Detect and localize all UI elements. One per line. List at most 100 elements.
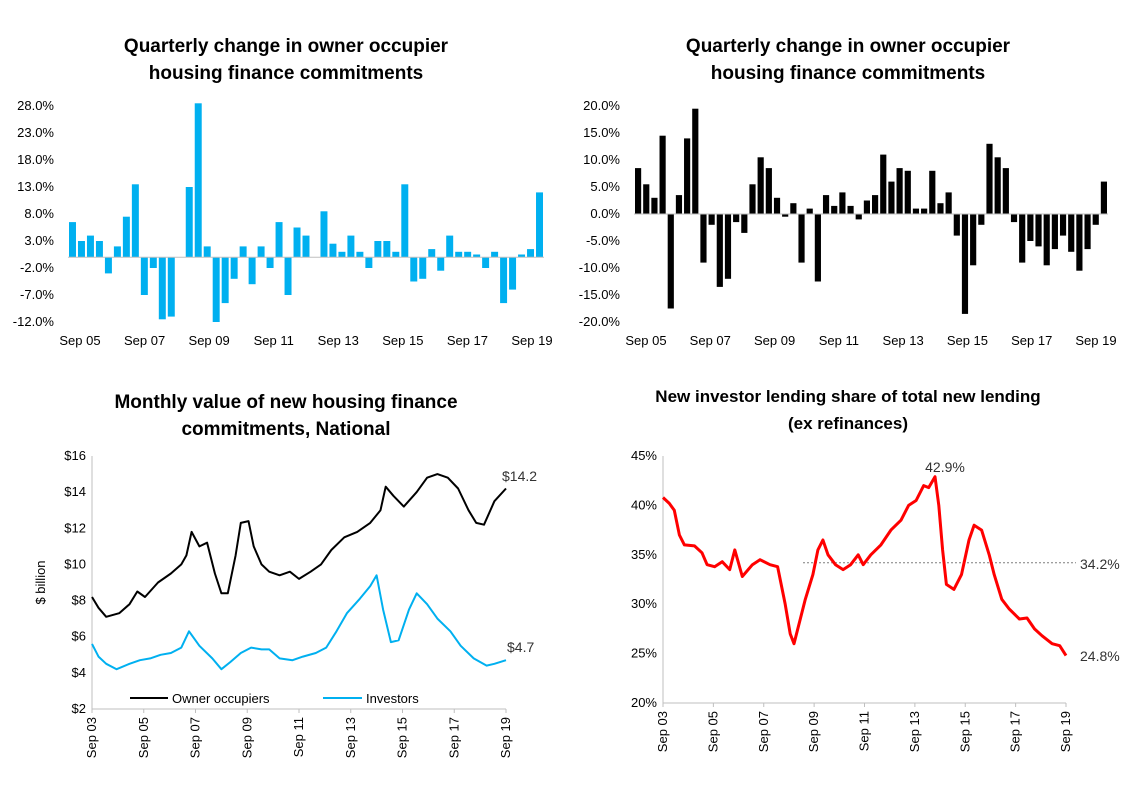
bar [798, 214, 805, 263]
y-tick-label: 3.0% [24, 233, 54, 248]
bar [872, 195, 879, 214]
bar [518, 254, 526, 258]
bar [880, 154, 887, 214]
x-tick-label: Sep 11 [291, 717, 306, 757]
series-line [661, 475, 1068, 657]
bar [1100, 181, 1107, 214]
x-tick-label: Sep 07 [124, 333, 165, 348]
bar [921, 208, 928, 214]
y-tick-label: 28.0% [17, 98, 54, 113]
y-tick-label: $16 [64, 448, 86, 463]
bar [1092, 214, 1099, 225]
bar [831, 205, 838, 214]
bar [684, 138, 691, 214]
x-tick-label: Sep 07 [188, 717, 203, 758]
bar [847, 205, 854, 214]
bar [446, 235, 454, 258]
bar [659, 135, 666, 214]
bar [302, 235, 310, 258]
bar [356, 251, 364, 258]
bar [437, 257, 445, 271]
bar [293, 227, 301, 258]
bar [86, 235, 94, 258]
bar [986, 143, 993, 214]
y-tick-label: -12.0% [13, 314, 55, 329]
bar [158, 257, 166, 320]
bar [716, 214, 723, 287]
y-tick-label: -10.0% [579, 260, 621, 275]
x-tick-label: Sep 17 [446, 717, 461, 758]
bar [284, 257, 292, 295]
x-tick-label: Sep 15 [957, 711, 972, 752]
bar [410, 257, 418, 282]
bar [527, 249, 535, 258]
bar [69, 222, 76, 258]
x-tick-label: Sep 03 [655, 711, 670, 752]
bar [1002, 168, 1009, 214]
y-tick-label: $12 [64, 520, 86, 535]
series-line [91, 473, 507, 618]
x-tick-label: Sep 13 [343, 717, 358, 758]
bar [773, 197, 781, 214]
bar [1051, 214, 1058, 250]
bar [122, 216, 130, 258]
y-tick-label: $10 [64, 556, 86, 571]
bar [428, 249, 436, 258]
bar [994, 157, 1001, 214]
x-tick-label: Sep 07 [690, 333, 731, 348]
bar [904, 170, 911, 214]
bar [757, 157, 764, 214]
bar [140, 257, 148, 295]
bar [131, 184, 139, 258]
bar [500, 257, 508, 304]
chart-title: Monthly value of new housing finance [114, 392, 457, 413]
bar [667, 214, 674, 309]
bar [221, 257, 229, 304]
legend-label-investors: Investors [366, 691, 419, 706]
bar [338, 251, 346, 258]
bar [643, 184, 650, 214]
chart-owner_black: Quarterly change in owner occupier housin… [579, 36, 1117, 348]
y-tick-label: 20.0% [583, 98, 620, 113]
chart-owner_blue: Quarterly change in owner occupier housin… [13, 36, 553, 348]
x-tick-label: Sep 09 [239, 717, 254, 758]
bar [700, 214, 707, 263]
y-tick-label: 35% [631, 547, 657, 562]
bar [383, 241, 391, 258]
bar [95, 241, 103, 258]
bar [266, 257, 274, 268]
annotation-average: 34.2% [1080, 556, 1120, 572]
bar [822, 195, 830, 214]
y-tick-label: 10.0% [583, 152, 620, 167]
y-tick-label: 13.0% [17, 179, 54, 194]
bar [185, 187, 193, 258]
bar [230, 257, 238, 279]
bar [1010, 214, 1018, 223]
chart-title: (ex refinances) [788, 414, 908, 433]
x-tick-label: Sep 03 [84, 717, 99, 758]
y-tick-label: 20% [631, 695, 657, 710]
x-tick-label: Sep 19 [1058, 711, 1073, 752]
chart-investor_share: New investor lending share of total new … [631, 387, 1120, 752]
bar [855, 214, 862, 220]
bar [896, 168, 903, 214]
bar [912, 208, 920, 214]
x-tick-label: Sep 19 [511, 333, 552, 348]
bar [419, 257, 427, 279]
chart-title: Quarterly change in owner occupier [124, 36, 449, 57]
bar [347, 235, 355, 258]
y-tick-label: 25% [631, 646, 657, 661]
end-label-owner: $14.2 [502, 468, 537, 484]
x-tick-label: Sep 15 [382, 333, 423, 348]
annotation-end: 24.8% [1080, 648, 1120, 664]
y-tick-label: -5.0% [586, 233, 620, 248]
bar [482, 257, 490, 268]
y-tick-label: -7.0% [20, 287, 54, 302]
y-tick-label: -2.0% [20, 260, 54, 275]
bar [1027, 214, 1034, 241]
y-tick-label: -15.0% [579, 287, 621, 302]
annotation-peak: 42.9% [925, 459, 965, 475]
bar [275, 222, 283, 258]
x-tick-label: Sep 05 [136, 717, 151, 758]
bar [692, 108, 699, 214]
